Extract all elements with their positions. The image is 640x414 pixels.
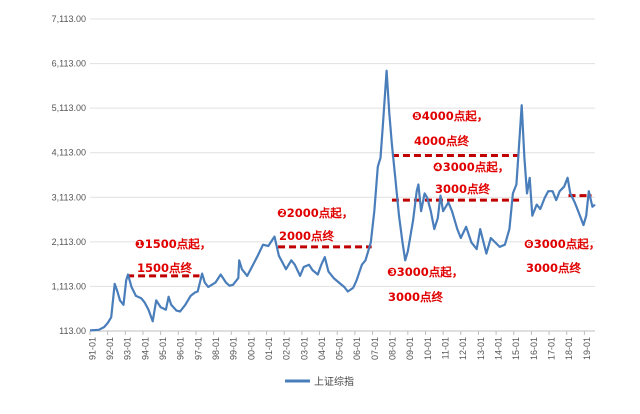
x-tick-label: 93-01 [123, 337, 133, 360]
annotations: ❶1500点起， 1500点终 ❷2000点起， 2000点终 ❸3000点起，… [135, 109, 600, 304]
annotation-1-line2: 1500点终 [137, 261, 193, 275]
x-tick-label: 94-01 [140, 337, 150, 360]
x-tick-label: 14-01 [493, 337, 503, 360]
x-tick-label: 16-01 [529, 337, 539, 360]
annotation-6-line1: ❻3000点起， [524, 237, 600, 251]
annotation-5-line1: ❺4000点起， [412, 109, 488, 123]
annotation-3-line2: 3000点终 [388, 290, 444, 304]
x-tick-label: 19-01 [582, 337, 592, 360]
series-group [89, 69, 596, 332]
annotation-6-line2: 3000点终 [526, 261, 582, 275]
y-tick-label: 113.00 [59, 326, 86, 336]
x-tick-label: 07-01 [370, 337, 380, 360]
x-tick-label: 96-01 [176, 337, 186, 360]
y-axis: 113.00 1,113.00 2,113.00 3,113.00 4,113.00 5,… [52, 14, 86, 336]
x-axis: 91-01 92-01 93-01 94-01 95-01 96-01 97-01 98-01… [87, 330, 595, 360]
annotation-3-line1: ❸3000点起， [387, 265, 463, 279]
y-tick-label: 4,113.00 [52, 148, 86, 158]
x-tick-label: 91-01 [87, 337, 97, 360]
annotation-2-line1: ❷2000点起， [277, 206, 353, 220]
x-tick-label: 98-01 [211, 337, 221, 360]
y-tick-label: 1,113.00 [52, 281, 86, 291]
x-tick-label: 92-01 [105, 337, 115, 360]
legend-label: 上证综指 [314, 375, 354, 388]
x-tick-label: 97-01 [193, 337, 203, 360]
legend: 上证综指 [285, 375, 354, 388]
y-tick-label: 7,113.00 [52, 14, 86, 24]
x-tick-label: 09-01 [405, 337, 415, 360]
x-tick-label: 05-01 [335, 337, 345, 360]
x-tick-label: 02-01 [282, 337, 292, 360]
series-line [89, 69, 596, 332]
x-tick-label: 03-01 [299, 337, 309, 360]
x-tick-label: 17-01 [546, 337, 556, 360]
x-tick-label: 01-01 [264, 337, 274, 360]
x-tick-label: 06-01 [352, 337, 362, 360]
annotation-5-line2: 4000点终 [414, 134, 470, 148]
x-tick-label: 15-01 [511, 337, 521, 360]
x-tick-label: 00-01 [246, 337, 256, 360]
y-tick-label: 6,113.00 [52, 59, 86, 69]
x-tick-label: 13-01 [476, 337, 486, 360]
y-tick-label: 5,113.00 [52, 103, 86, 113]
x-tick-label: 12-01 [458, 337, 468, 360]
x-tick-label: 18-01 [564, 337, 574, 360]
x-tick-label: 04-01 [317, 337, 327, 360]
y-tick-label: 3,113.00 [52, 192, 86, 202]
x-tick-label: 11-01 [441, 337, 451, 359]
x-tick-label: 10-01 [423, 337, 433, 360]
gridlines [90, 18, 595, 287]
annotation-4-line2: 3000点终 [435, 182, 491, 196]
x-tick-label: 95-01 [158, 337, 168, 360]
y-tick-label: 2,113.00 [52, 237, 86, 247]
annotation-2-line2: 2000点终 [279, 229, 335, 243]
x-tick-label: 99-01 [229, 337, 239, 360]
reference-lines [127, 154, 592, 278]
annotation-4-line1: ❹3000点起， [433, 160, 509, 174]
annotation-1-line1: ❶1500点起， [135, 237, 211, 251]
x-tick-label: 08-01 [388, 337, 398, 360]
